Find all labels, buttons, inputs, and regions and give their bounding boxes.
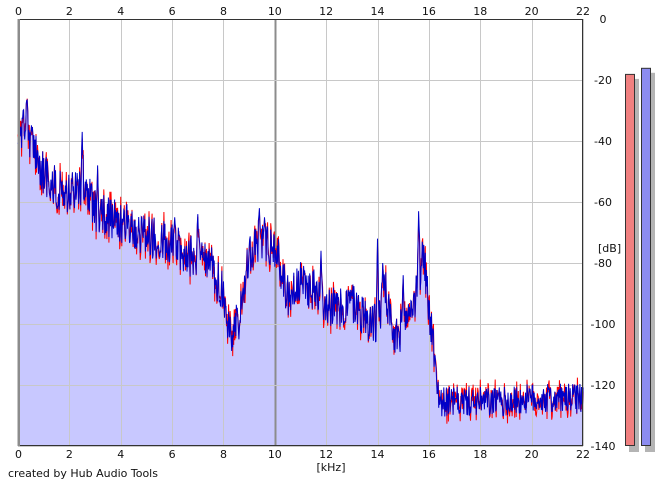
x-tick-top-6: 12 — [319, 5, 333, 18]
y-tick-2: -40 — [594, 135, 612, 148]
x-tick-bottom-4: 8 — [220, 448, 227, 461]
y-tick-4: -80 — [594, 257, 612, 270]
x-tick-bottom-1: 2 — [66, 448, 73, 461]
x-tick-top-10: 20 — [525, 5, 539, 18]
x-tick-bottom-8: 16 — [422, 448, 436, 461]
x-tick-top-4: 8 — [220, 5, 227, 18]
level-meters — [625, 67, 655, 453]
right-meter-bar — [641, 67, 651, 447]
x-tick-labels-top: 0 2 4 6 8 10 12 14 16 18 20 22 — [15, 5, 590, 18]
x-tick-top-9: 18 — [473, 5, 487, 18]
x-tick-bottom-5: 10 — [268, 448, 282, 461]
x-tick-bottom-9: 18 — [473, 448, 487, 461]
x-tick-top-7: 14 — [371, 5, 385, 18]
x-tick-bottom-3: 6 — [169, 448, 176, 461]
y-axis-label: [dB] — [598, 242, 621, 255]
x-tick-top-11: 22 — [576, 5, 590, 18]
x-tick-bottom-7: 14 — [371, 448, 385, 461]
right-channel-trace — [17, 99, 584, 417]
plot-frame — [18, 19, 583, 446]
y-tick-1: -20 — [594, 74, 612, 87]
y-tick-7: -140 — [591, 440, 616, 453]
x-tick-top-1: 2 — [66, 5, 73, 18]
x-tick-bottom-11: 22 — [576, 448, 590, 461]
left-meter-bar — [625, 73, 635, 447]
x-tick-bottom-2: 4 — [117, 448, 124, 461]
y-tick-3: -60 — [594, 196, 612, 209]
x-tick-top-2: 4 — [117, 5, 124, 18]
x-tick-bottom-10: 20 — [525, 448, 539, 461]
y-tick-5: -100 — [591, 318, 616, 331]
x-tick-top-3: 6 — [169, 5, 176, 18]
credit-text: created by Hub Audio Tools — [8, 467, 158, 480]
x-tick-top-5: 10 — [268, 5, 282, 18]
x-tick-bottom-6: 12 — [319, 448, 333, 461]
y-tick-6: -120 — [591, 379, 616, 392]
x-tick-top-0: 0 — [15, 5, 22, 18]
y-tick-labels: 0 -20 -40 -60 -80 -100 -120 -140 — [591, 13, 616, 453]
x-tick-bottom-0: 0 — [15, 448, 22, 461]
y-tick-0: 0 — [600, 13, 607, 26]
x-tick-labels-bottom: 0 2 4 6 8 10 12 14 16 18 20 22 — [15, 448, 590, 461]
x-axis-label: [kHz] — [317, 461, 346, 474]
x-tick-top-8: 16 — [422, 5, 436, 18]
